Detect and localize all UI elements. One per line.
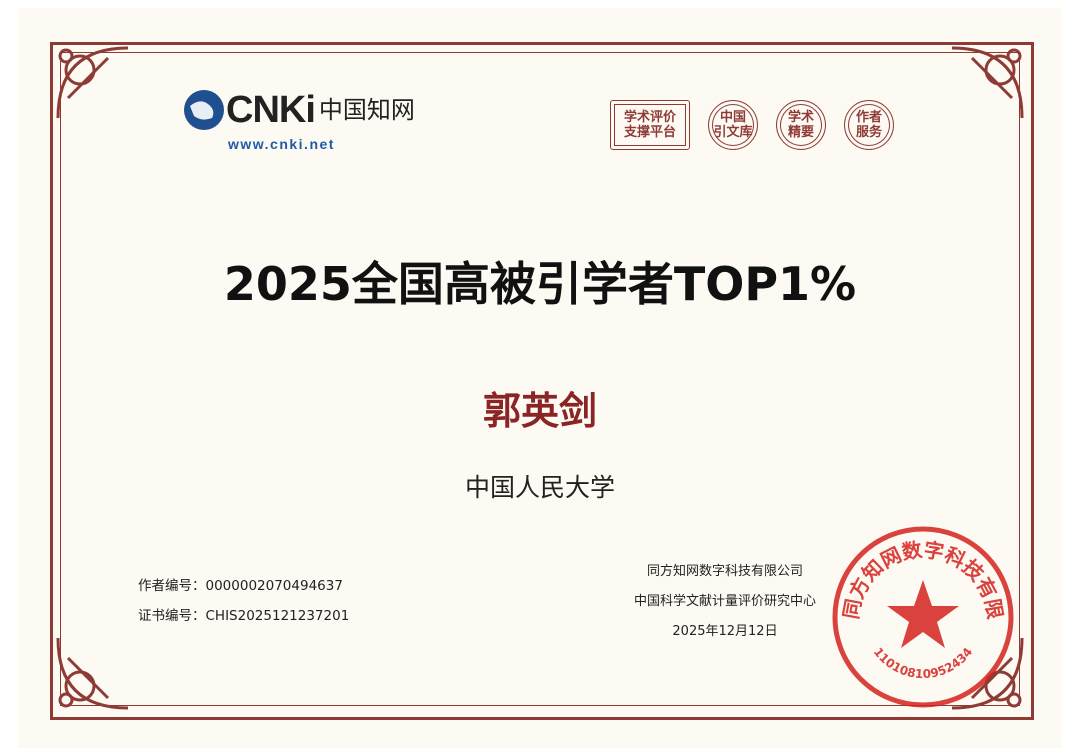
logo-chinese: 中国知网 — [318, 96, 415, 124]
badge-citation-library: 中国 引文库 — [708, 100, 758, 150]
issuer-center: 中国科学文献计量评价研究中心 — [633, 594, 816, 609]
official-seal-icon: 北京同方知网数字科技有限公司 11010810952434 — [828, 522, 1014, 708]
badge-academic-essentials: 学术 精要 — [776, 100, 826, 150]
author-id-label: 作者编号： — [138, 578, 206, 594]
author-id: 0000002070494637 — [205, 578, 343, 594]
recipient-name: 郭英剑 — [482, 389, 597, 433]
logo-brand: CNKi — [226, 89, 316, 131]
author-id-row: 作者编号：0000002070494637 — [138, 574, 343, 594]
certificate-border — [50, 42, 1034, 720]
globe-icon — [184, 90, 224, 130]
cnki-logo: CNKi 中国知网 — [182, 88, 415, 132]
cert-id-label: 证书编号： — [138, 608, 206, 624]
cert-id-row: 证书编号：CHIS2025121237201 — [138, 604, 349, 624]
service-badges: 学术评价 支撑平台 中国 引文库 学术 精要 作者 服务 — [610, 100, 894, 150]
corner-ornament-icon — [56, 46, 129, 119]
issue-date: 2025年12月12日 — [672, 624, 778, 639]
corner-ornament-icon — [56, 637, 129, 710]
issuer-company: 同方知网数字科技有限公司 — [646, 564, 803, 579]
logo-url: www.cnki.net — [228, 136, 335, 152]
badge-evaluation-platform: 学术评价 支撑平台 — [610, 100, 690, 150]
cert-id: CHIS2025121237201 — [205, 608, 350, 624]
certificate-inner-border — [60, 52, 1020, 706]
recipient-institution: 中国人民大学 — [464, 473, 615, 502]
seal-number: 11010810952434 — [871, 645, 975, 681]
svg-text:11010810952434: 11010810952434 — [871, 645, 975, 681]
corner-ornament-icon — [951, 637, 1024, 710]
badge-author-service: 作者 服务 — [844, 100, 894, 150]
corner-ornament-icon — [951, 46, 1024, 119]
certificate-title: 2025全国高被引学者TOP1% — [223, 257, 857, 311]
